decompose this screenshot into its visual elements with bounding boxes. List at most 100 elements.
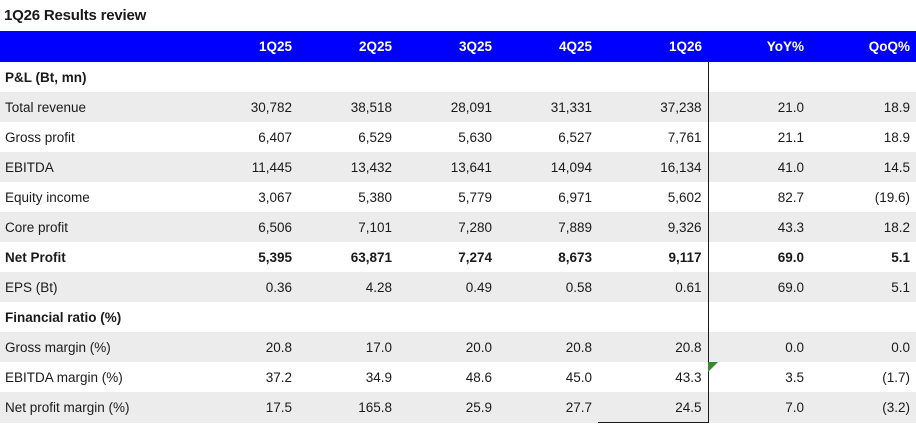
table-cell: 48.6 <box>465 369 492 385</box>
table-cell: 20.8 <box>565 339 592 355</box>
table-row: EPS (Bt) 0.36 4.28 0.49 0.58 0.61 69.0 5.1 <box>0 272 916 302</box>
table-row: EBITDA 11,445 13,432 13,641 14,094 16,134 41.0… <box>0 152 916 182</box>
table-row: Total revenue 30,782 38,518 28,091 31,331 37,… <box>0 92 916 122</box>
table-cell: 25.9 <box>465 399 492 415</box>
table-cell: 0.36 <box>265 279 292 295</box>
table-row: EBITDA margin (%) 37.2 34.9 48.6 45.0 43.3 3.5… <box>0 362 916 392</box>
table-cell: 20.8 <box>598 332 709 362</box>
empty-cell <box>298 62 398 92</box>
table-cell: 6,527 <box>558 129 592 145</box>
table-row: Gross margin (%) 20.8 17.0 20.0 20.8 20.8 0.0 0… <box>0 332 916 362</box>
table-cell: 14,094 <box>550 159 592 175</box>
table-row: Gross profit 6,407 6,529 5,630 6,527 7,761 21.… <box>0 122 916 152</box>
header-2q25: 2Q25 <box>358 39 392 54</box>
row-label: Total revenue <box>5 99 87 115</box>
results-table: 1Q25 2Q25 3Q25 4Q25 1Q26 YoY% QoQ% P&L (… <box>0 31 916 423</box>
table-cell: 21.1 <box>777 129 804 145</box>
table-cell: 165.8 <box>358 399 392 415</box>
header-1q26: 1Q26 <box>668 39 702 54</box>
table-cell: 69.0 <box>777 279 804 295</box>
empty-cell <box>810 62 916 92</box>
table-cell: 18.9 <box>883 129 910 145</box>
row-label: Core profit <box>5 219 69 235</box>
table-cell: 37.2 <box>265 369 292 385</box>
table-cell: 9,326 <box>598 212 709 242</box>
table-cell: 5,380 <box>358 189 392 205</box>
table-cell: 7,101 <box>358 219 392 235</box>
section-heading: P&L (Bt, mn) <box>5 69 87 85</box>
empty-cell <box>198 62 298 92</box>
header-row: 1Q25 2Q25 3Q25 4Q25 1Q26 YoY% QoQ% <box>0 31 916 62</box>
table-cell: 27.7 <box>565 399 592 415</box>
table-cell: 5,779 <box>458 189 492 205</box>
table-cell: 34.9 <box>365 369 392 385</box>
empty-cell <box>708 62 810 92</box>
table-cell: 7.0 <box>785 399 804 415</box>
table-cell: 18.9 <box>883 99 910 115</box>
table-cell: 7,889 <box>558 219 592 235</box>
table-cell: 63,871 <box>350 249 392 265</box>
table-cell: 17.5 <box>265 399 292 415</box>
table-cell: 6,529 <box>358 129 392 145</box>
table-cell: 18.2 <box>883 219 910 235</box>
table-cell: 45.0 <box>565 369 592 385</box>
row-label: Gross profit <box>5 129 75 145</box>
table-cell: 43.3 <box>777 219 804 235</box>
table-row: Core profit 6,506 7,101 7,280 7,889 9,326 43.3… <box>0 212 916 242</box>
row-label: Equity income <box>5 189 90 205</box>
table-cell: 37,238 <box>598 92 709 122</box>
table-cell: 16,134 <box>598 152 709 182</box>
empty-cell <box>398 302 498 332</box>
table-cell: 82.7 <box>777 189 804 205</box>
table-cell: 7,280 <box>458 219 492 235</box>
header-label-cell <box>0 31 198 62</box>
empty-cell <box>298 302 398 332</box>
table-cell: 5.1 <box>891 279 910 295</box>
empty-cell <box>708 302 810 332</box>
row-label: EBITDA <box>5 159 54 175</box>
empty-cell <box>198 302 298 332</box>
table-cell: 6,506 <box>258 219 292 235</box>
table-cell: 31,331 <box>550 99 592 115</box>
table-cell: 14.5 <box>883 159 910 175</box>
table-cell: 21.0 <box>777 99 804 115</box>
table-cell: 17.0 <box>365 339 392 355</box>
table-cell: 0.49 <box>465 279 492 295</box>
table-cell: 38,518 <box>350 99 392 115</box>
row-label: Gross margin (%) <box>5 339 111 355</box>
table-body: P&L (Bt, mn) Total revenue 30,782 38,518 28,… <box>0 62 916 423</box>
table-cell: 11,445 <box>251 159 292 175</box>
header-4q25: 4Q25 <box>558 39 592 54</box>
table-cell: (1.7) <box>882 369 910 385</box>
table-cell: 5,602 <box>598 182 709 212</box>
section-heading-row: Financial ratio (%) <box>0 302 916 332</box>
table-cell: 0.0 <box>785 339 804 355</box>
section-heading: Financial ratio (%) <box>5 309 122 325</box>
table-cell: 20.8 <box>265 339 292 355</box>
row-label: EPS (Bt) <box>5 279 58 295</box>
table-row: Net profit margin (%) 17.5 165.8 25.9 27.7 24… <box>0 392 916 423</box>
table-cell: 6,407 <box>258 129 292 145</box>
header-yoy: YoY% <box>766 39 804 54</box>
table-cell: 13,432 <box>350 159 392 175</box>
table-cell: 43.3 <box>598 362 709 392</box>
table-cell: 24.5 <box>598 392 709 423</box>
table-cell: 7,274 <box>458 249 492 265</box>
cell-comment-marker-icon <box>708 362 718 372</box>
table-cell: 5,395 <box>258 249 292 265</box>
table-row: Net Profit 5,395 63,871 7,274 8,673 9,117 69.0… <box>0 242 916 272</box>
empty-cell <box>810 302 916 332</box>
table-cell: 5,630 <box>458 129 492 145</box>
table-cell: 7,761 <box>598 122 709 152</box>
header-3q25: 3Q25 <box>458 39 492 54</box>
table-cell: 41.0 <box>777 159 804 175</box>
empty-cell <box>498 62 598 92</box>
table-cell: 8,673 <box>558 249 592 265</box>
empty-cell <box>398 62 498 92</box>
table-cell: 4.28 <box>365 279 392 295</box>
table-cell: 13,641 <box>450 159 492 175</box>
table-cell: (19.6) <box>874 189 910 205</box>
header-qoq: QoQ% <box>868 39 910 54</box>
row-label: EBITDA margin (%) <box>5 369 123 385</box>
